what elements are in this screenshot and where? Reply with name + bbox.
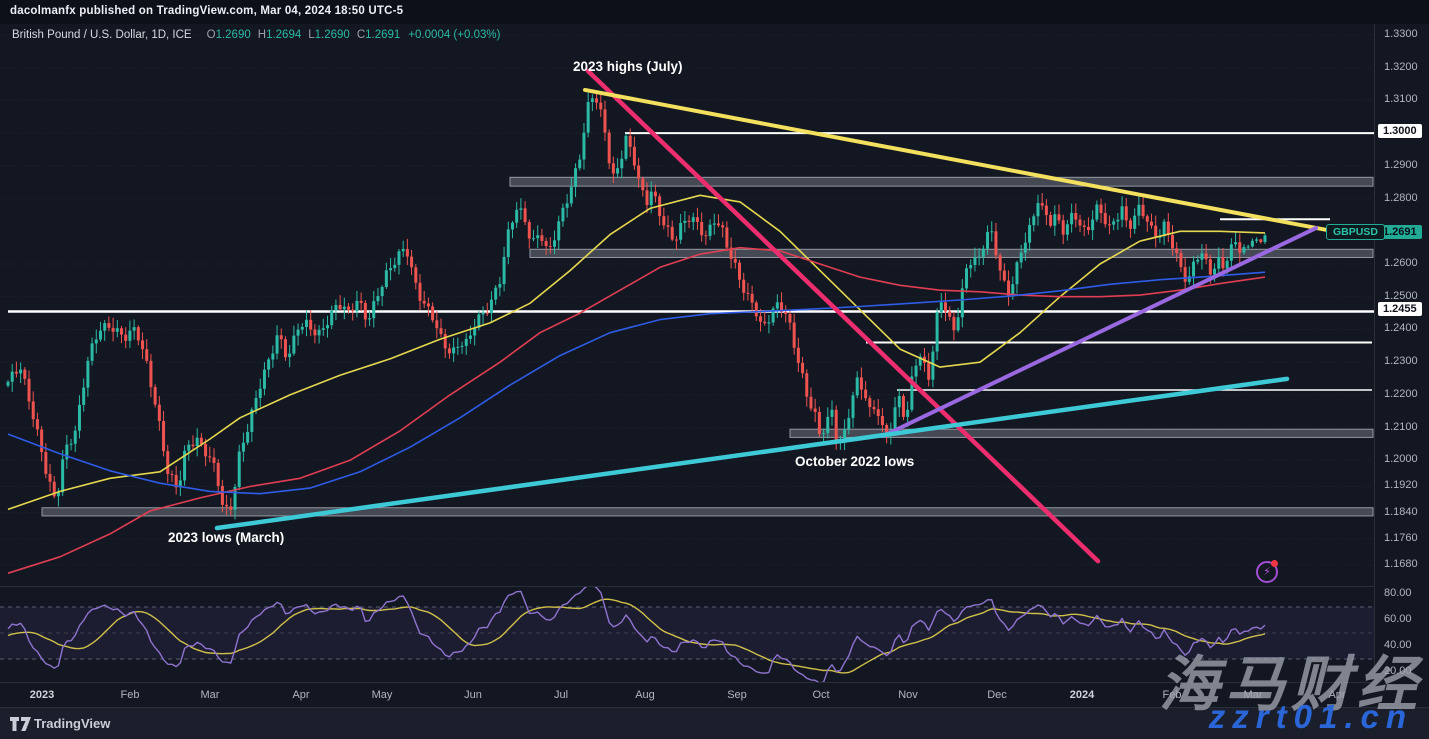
time-tick: Apr (1328, 689, 1346, 701)
price-tick: 1.2100 (1384, 420, 1418, 433)
price-tick: 1.1680 (1384, 558, 1418, 570)
uptrend-cyan[interactable] (214, 376, 1290, 531)
flash-indicator-icon[interactable]: ⚡ (1256, 560, 1278, 583)
time-tick: Nov (898, 689, 918, 701)
ma-slow-blue[interactable] (7, 271, 1266, 495)
annotation-text[interactable]: October 2022 lows (795, 454, 914, 469)
time-tick: May (371, 689, 393, 701)
price-tick: 1.1760 (1384, 531, 1418, 544)
time-tick: Sep (727, 689, 747, 701)
time-tick: Jul (553, 689, 569, 701)
time-tick: Jun (464, 689, 482, 701)
publish-title: dacolmanfx published on TradingView.com,… (10, 5, 404, 17)
rsi-tick: 40.00 (1384, 639, 1412, 651)
price-tick: 1.2500 (1384, 289, 1418, 302)
ohlc-value: 1.2690 (314, 29, 350, 41)
price-tick: 1.2600 (1384, 257, 1418, 269)
publish-topbar: dacolmanfx published on TradingView.com,… (0, 0, 1429, 24)
ohlc-value: 1.2690 (215, 29, 251, 41)
zone-band (789, 428, 1374, 438)
candles-layer (6, 92, 1267, 520)
zone-band (529, 248, 1374, 258)
ma-fast-yellow[interactable] (7, 194, 1266, 511)
uptrend-purple[interactable] (881, 226, 1318, 439)
price-axis[interactable]: 1.3300 1.3200 1.3100 1.2900 1.2800 1.2600 1.25… (1374, 24, 1429, 682)
lightning-icon: ⚡ (1256, 561, 1278, 583)
grid-layer (0, 34, 1374, 566)
notification-dot (1271, 560, 1278, 567)
price-tick: 1.2300 (1384, 355, 1418, 368)
price-pane-canvas[interactable]: 2023 highs (July) October 2022 lows 2023 l… (0, 24, 1374, 586)
footer-bar: TradingView (0, 707, 1429, 739)
ohlc-key: L (308, 29, 315, 41)
time-tick: 2024 (1069, 689, 1095, 701)
level-price-badge: 1.3000 (1378, 124, 1422, 139)
rsi-pane-canvas[interactable] (0, 586, 1374, 682)
price-tick: 1.3200 (1384, 60, 1418, 73)
price-tick: 1.2200 (1384, 387, 1418, 400)
chart-legend[interactable]: British Pound / U.S. Dollar, 1D, ICE O1.2… (12, 29, 500, 41)
price-tick: 1.1920 (1384, 479, 1418, 492)
time-axis[interactable]: 2023 Feb Mar Apr May Jun Jul Aug Sep Oct Nov Dec 202… (0, 682, 1374, 708)
price-tick: 1.2000 (1384, 453, 1418, 466)
time-tick: 2023 (29, 689, 55, 701)
ohlc-value: 1.2691 (365, 29, 401, 41)
watermark-brand: 海马财经 (1159, 651, 1423, 718)
time-tick: Apr (292, 689, 310, 701)
price-tick: 1.2900 (1384, 158, 1418, 171)
downtrend-yellow[interactable] (583, 87, 1334, 233)
price-tick: 1.2400 (1384, 322, 1418, 335)
rsi-tick: 20.00 (1384, 665, 1412, 677)
zone-band (41, 507, 1374, 517)
ohlc-key: H (257, 29, 267, 41)
time-tick: Dec (987, 689, 1007, 701)
time-tick: Oct (812, 689, 830, 701)
change-value: +0.0004 (+0.03%) (408, 29, 501, 41)
price-tick: 1.2800 (1384, 191, 1418, 204)
ohlc-values: O1.2690 H1.2694 L1.2690 C1.2691 (200, 29, 401, 41)
time-tick: Aug (635, 689, 655, 701)
price-tick: 1.1840 (1384, 505, 1418, 518)
level-price-badge: 1.2455 (1378, 302, 1422, 317)
rsi-tick: 60.00 (1384, 613, 1412, 625)
ohlc-value: 1.2694 (266, 29, 302, 41)
time-tick: Mar (200, 689, 220, 701)
symbol-title: British Pound / U.S. Dollar, 1D, ICE (12, 29, 192, 41)
annotation-text[interactable]: 2023 lows (March) (168, 530, 284, 545)
ma-mid-red[interactable] (7, 246, 1266, 574)
last-price-badge: 1.2691 (1378, 225, 1422, 240)
watermark-url: zzrt01.cn (1208, 698, 1413, 735)
time-tick: Feb (120, 689, 140, 701)
ohlc-key: O (206, 29, 216, 41)
tradingview-logo-icon[interactable] (10, 717, 32, 731)
rsi-ma-line[interactable] (7, 598, 1266, 674)
price-tick: 1.3100 (1384, 93, 1418, 106)
rsi-tick: 80.00 (1384, 587, 1412, 599)
ohlc-key: C (356, 29, 366, 41)
rsi-line[interactable] (7, 586, 1266, 682)
annotation-text[interactable]: 2023 highs (July) (573, 59, 683, 74)
footer-brand-label[interactable]: TradingView (34, 716, 111, 731)
symbol-badge: GBPUSD (1326, 224, 1385, 241)
zone-band (509, 176, 1374, 187)
time-tick: Mar (1243, 689, 1263, 701)
price-tick: 1.3300 (1384, 28, 1418, 40)
time-tick: Feb (1162, 689, 1182, 701)
downtrend-pink[interactable] (585, 68, 1101, 564)
zone-bands-layer[interactable] (41, 176, 1374, 517)
